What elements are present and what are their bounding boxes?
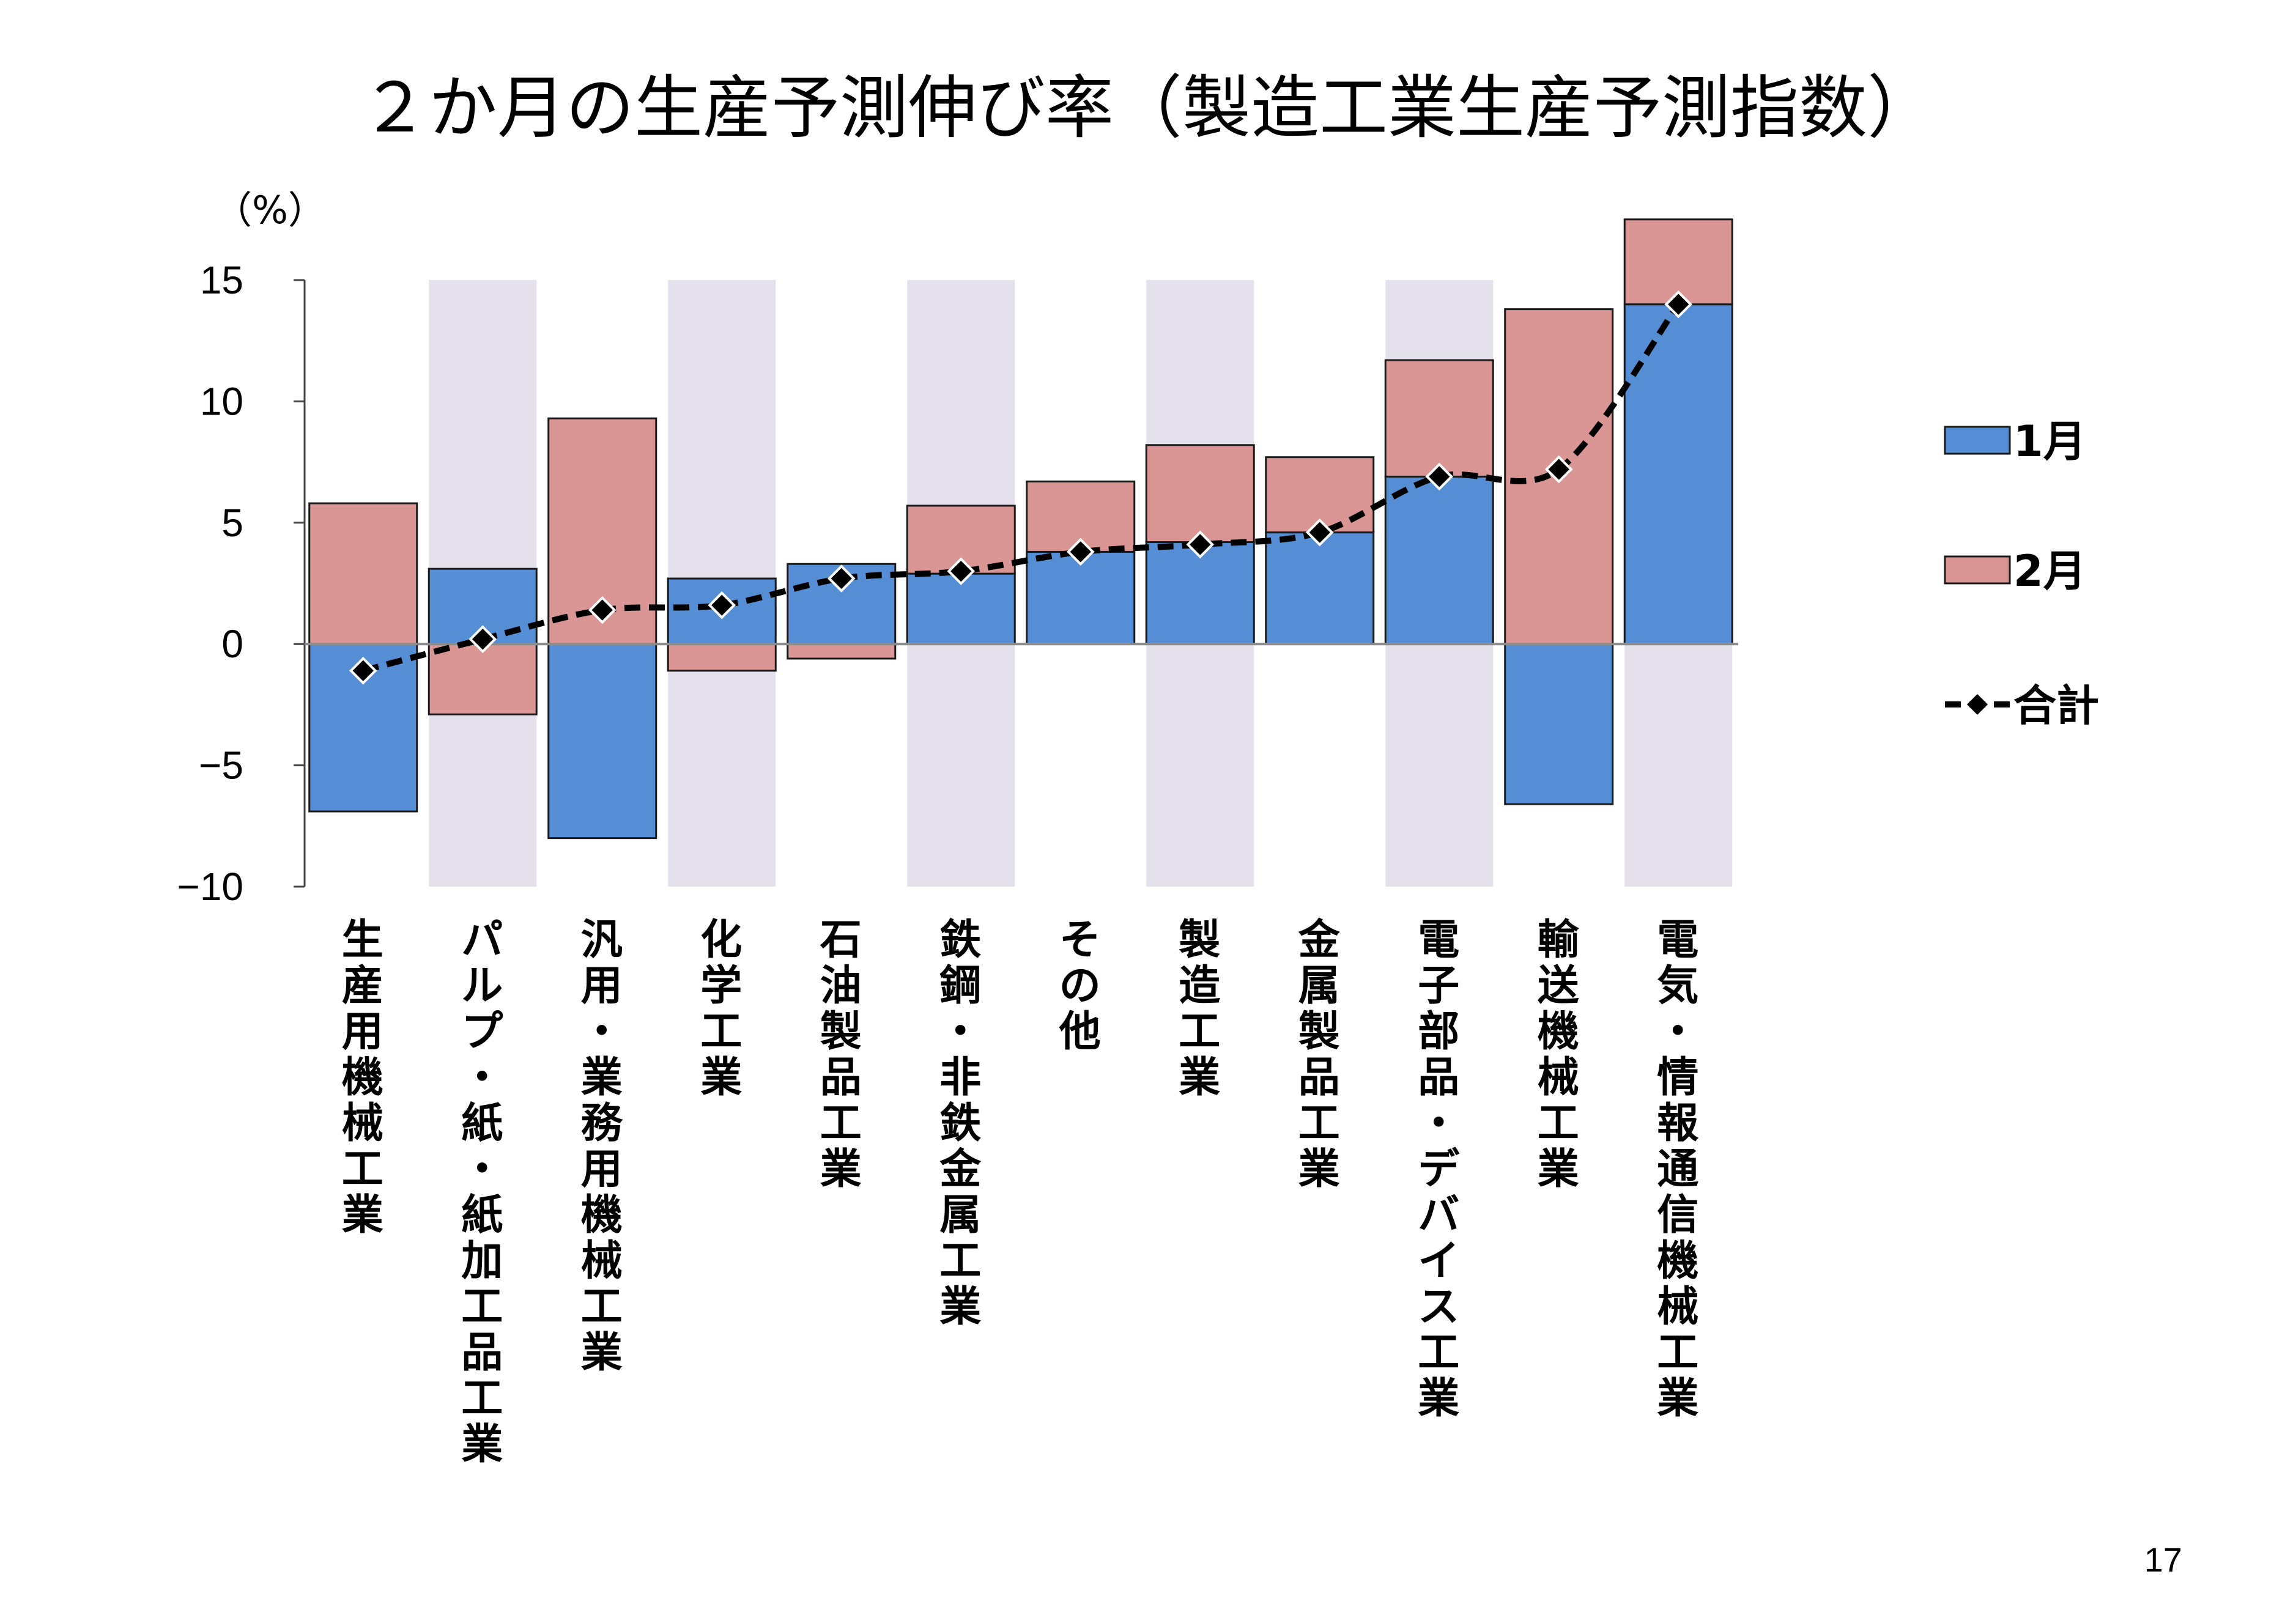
category-label-11: 電気・情報通信機械工業 — [1657, 916, 1698, 1423]
category-label-1: パルプ・紙・紙加工品工業 — [461, 916, 503, 1469]
y-tick-label: 0 — [221, 622, 243, 666]
category-label-10: 輸送機械工業 — [1538, 916, 1580, 1194]
total-marker-2 — [588, 596, 617, 624]
legend-swatch-1 — [1944, 555, 2011, 585]
total-line — [362, 302, 1681, 674]
legend-marker — [1967, 694, 1988, 715]
bar-1月-8 — [1265, 531, 1375, 645]
y-tick-label: 10 — [200, 379, 243, 423]
bar-2月-11 — [1623, 218, 1733, 306]
category-label-6: その他 — [1059, 916, 1101, 1056]
bar-1月-5 — [906, 572, 1016, 645]
category-label-3: 化学工業 — [700, 916, 742, 1102]
total-marker-1 — [468, 625, 497, 654]
page-number: 17 — [2144, 1540, 2182, 1579]
total-marker-7 — [1186, 530, 1215, 559]
category-label-7: 製造工業 — [1179, 916, 1220, 1102]
bar-1月-11 — [1623, 303, 1733, 645]
y-axis-unit: （%） — [214, 188, 326, 232]
total-marker-0 — [349, 657, 377, 685]
category-label-8: 金属製品工業 — [1298, 916, 1341, 1194]
bar-1月-7 — [1145, 541, 1255, 645]
total-marker-9 — [1425, 462, 1454, 491]
y-tick-label: 5 — [221, 501, 243, 545]
legend-label-0: 1月 — [2013, 416, 2086, 467]
total-marker-8 — [1305, 518, 1334, 547]
legend-swatch-0 — [1944, 426, 2011, 455]
total-marker-6 — [1066, 537, 1095, 566]
total-marker-4 — [827, 564, 856, 593]
chart-title: ２か月の生産予測伸び率（製造工業生産予測指数） — [360, 68, 1936, 148]
bar-2月-9 — [1384, 359, 1494, 478]
bar-1月-2 — [547, 643, 657, 840]
y-tick-label: 15 — [200, 258, 243, 302]
y-tick-label: −10 — [177, 865, 243, 909]
category-label-0: 生産用機械工業 — [342, 916, 383, 1239]
y-tick-label: −5 — [199, 744, 243, 788]
category-label-2: 汎用・業務用機械工業 — [581, 916, 623, 1377]
bar-2月-3 — [667, 643, 777, 672]
total-marker-5 — [947, 557, 976, 585]
total-marker-10 — [1544, 455, 1573, 484]
total-marker-11 — [1664, 290, 1693, 319]
legend-label-2: 合計 — [2013, 681, 2099, 731]
bar-1月-9 — [1384, 475, 1494, 645]
bar-1月-10 — [1504, 643, 1614, 805]
bar-2月-0 — [308, 502, 418, 645]
bar-2月-1 — [428, 643, 538, 715]
category-label-9: 電子部品・デバイス工業 — [1418, 916, 1460, 1423]
total-marker-3 — [708, 591, 736, 619]
bar-2月-7 — [1145, 444, 1255, 544]
category-label-4: 石油製品工業 — [820, 916, 862, 1194]
bar-2月-4 — [787, 643, 897, 660]
category-label-5: 鉄鋼・非鉄金属工業 — [939, 916, 982, 1331]
legend-label-1: 2月 — [2013, 546, 2086, 596]
